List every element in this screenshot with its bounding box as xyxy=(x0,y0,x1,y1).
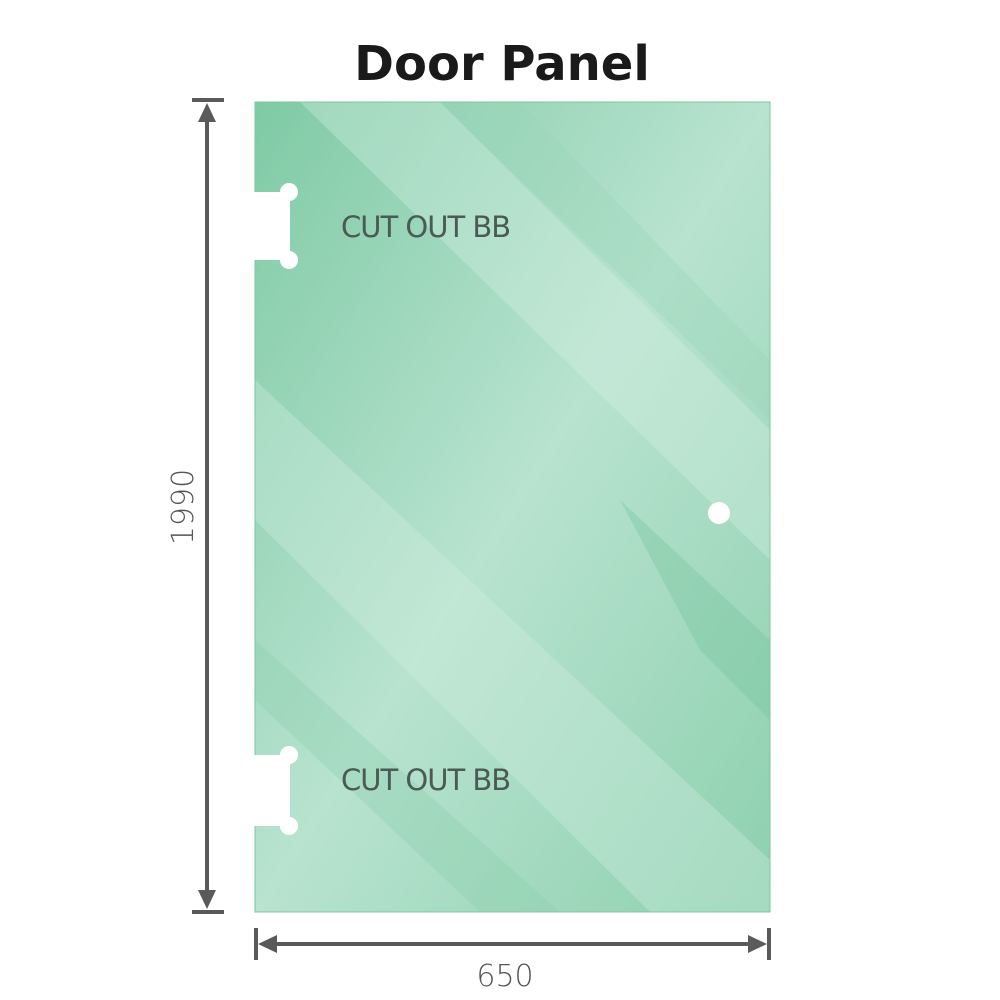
cutout-top-label: CUT OUT BB xyxy=(341,210,510,244)
diagram-title: Door Panel xyxy=(354,36,650,92)
cutout-top xyxy=(250,183,298,269)
glass-panel xyxy=(254,101,771,913)
height-dimension xyxy=(192,98,224,914)
width-dimension xyxy=(254,928,771,960)
handle-hole xyxy=(708,502,730,524)
height-label: 1990 xyxy=(166,469,201,545)
cutout-bottom xyxy=(250,746,298,835)
width-label: 650 xyxy=(476,959,533,994)
cutout-bottom-label: CUT OUT BB xyxy=(341,763,510,797)
